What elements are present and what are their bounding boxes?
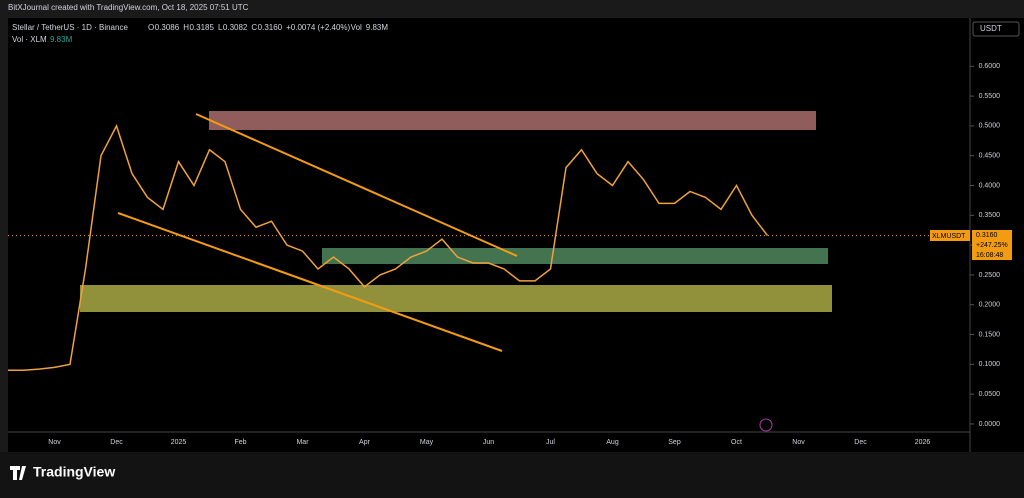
- price-line: [8, 123, 769, 372]
- ohlc-item: L: [218, 23, 223, 32]
- ohlc-item: 9.83M: [366, 23, 389, 32]
- x-tick-label: Aug: [606, 439, 619, 446]
- plot-area: [8, 18, 970, 432]
- currency[interactable]: USDT: [980, 24, 1002, 33]
- y-tick-label: 0.0000: [979, 421, 1001, 428]
- x-tick-label: Dec: [110, 439, 123, 446]
- volume-value: 9.83M: [50, 35, 73, 44]
- tag-price: 0.3160: [976, 232, 998, 239]
- time-axis: [8, 432, 970, 452]
- x-tick-label: 2026: [915, 439, 931, 446]
- ohlc-item: Vol: [351, 23, 362, 32]
- ohlc-item: 0.3160: [258, 23, 283, 32]
- x-tick-label: Nov: [48, 439, 61, 446]
- y-tick-label: 0.1000: [979, 361, 1001, 368]
- trendline: [195, 113, 518, 257]
- y-tick-label: 0.6000: [979, 63, 1001, 70]
- ohlc-item: O: [148, 23, 154, 32]
- support-zone: [322, 248, 828, 264]
- y-tick-label: 0.1500: [979, 331, 1001, 338]
- x-tick-label: Jul: [546, 439, 555, 446]
- demand-zone: [80, 285, 832, 312]
- x-tick-label: May: [420, 439, 434, 446]
- x-tick-label: Feb: [234, 439, 246, 446]
- x-tick-label: Dec: [854, 439, 867, 446]
- tag-countdown: 16:08:48: [976, 252, 1003, 259]
- credit: BitXJournal created with TradingView.com…: [8, 3, 249, 12]
- y-tick-label: 0.2000: [979, 302, 1001, 309]
- footer: [0, 452, 1024, 493]
- y-tick-label: 0.5500: [979, 93, 1001, 100]
- x-tick-label: Nov: [792, 439, 805, 446]
- ohlc-item: +0.0074 (+2.40%): [286, 23, 350, 32]
- y-tick-label: 0.4000: [979, 182, 1001, 189]
- logo-icon: [10, 466, 26, 480]
- y-tick-label: 0.3500: [979, 212, 1001, 219]
- x-tick-label: Sep: [668, 439, 681, 446]
- tag-change: +247.25%: [976, 242, 1008, 249]
- tag-box: [930, 230, 970, 241]
- tag-box: [972, 230, 1012, 260]
- currency-box[interactable]: [972, 21, 1020, 37]
- ohlc-item: 0.3086: [155, 23, 180, 32]
- x-tick-label: Oct: [731, 439, 742, 446]
- ohlc-item: 0.3082: [223, 23, 248, 32]
- x-tick-label: Mar: [296, 439, 309, 446]
- x-tick-label: Jun: [483, 439, 494, 446]
- trendline: [117, 212, 503, 352]
- y-tick-label: 0.0500: [979, 391, 1001, 398]
- y-tick-label: 0.4500: [979, 153, 1001, 160]
- brand: TradingView: [33, 464, 115, 480]
- ohlc-item: H: [183, 23, 189, 32]
- event-icon[interactable]: [759, 418, 773, 432]
- ohlc-item: C: [251, 23, 257, 32]
- symbol: Stellar / TetherUS · 1D · Binance: [12, 23, 128, 32]
- y-tick-label: 0.5000: [979, 123, 1001, 130]
- volume-label: Vol · XLM: [12, 35, 47, 44]
- x-tick-label: 2025: [171, 439, 187, 446]
- tag-symbol: XLMUSDT: [932, 233, 966, 240]
- x-tick-label: Apr: [359, 439, 371, 446]
- ohlc: O 0.3086 H 0.3185 L 0.3082 C 0.3160 +0.0074 (+2.…: [148, 23, 388, 32]
- resistance-zone: [209, 111, 816, 130]
- price-tag: XLMUSDT 0.3160 +247.25% 16:08:48: [930, 230, 1012, 260]
- y-tick-label: 0.2500: [979, 272, 1001, 279]
- ohlc-item: 0.3185: [189, 23, 214, 32]
